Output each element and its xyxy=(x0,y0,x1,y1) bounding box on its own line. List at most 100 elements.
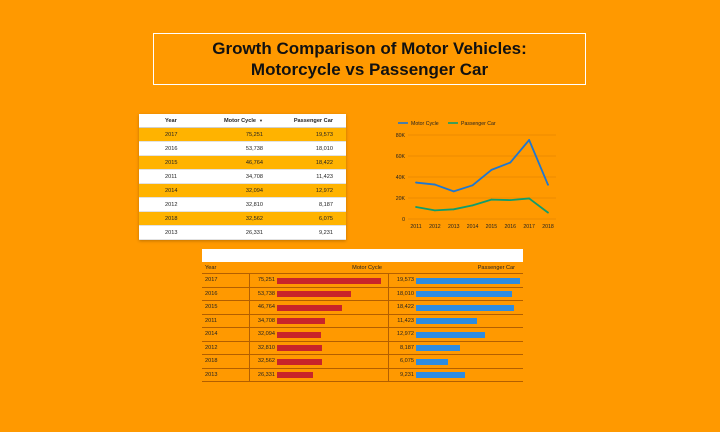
y-tick-label: 80K xyxy=(396,133,406,139)
cell-year: 2012 xyxy=(165,201,178,208)
table-row[interactable]: 2011 34,708 11,423 xyxy=(139,170,346,184)
bar-header-motor-cycle[interactable]: Motor Cycle xyxy=(352,264,382,271)
bar-motor-cycle xyxy=(277,304,342,311)
summary-table: Year Motor Cycle ▼ Passenger Car 2017 75,2… xyxy=(139,114,346,240)
bar-cell-year: 2014 xyxy=(205,331,218,338)
bar-table-row[interactable]: 2013 26,331 9,231 xyxy=(202,368,523,382)
data-point[interactable] xyxy=(528,197,531,200)
bar-value-motor-cycle: 53,738 xyxy=(257,290,275,297)
bar-cell-year: 2011 xyxy=(205,317,218,324)
cell-passenger-car: 12,972 xyxy=(315,187,333,194)
bar-cell-year: 2013 xyxy=(205,371,218,378)
header-passenger-car[interactable]: Passenger Car xyxy=(293,117,333,124)
cell-motor-cycle: 53,738 xyxy=(245,145,263,152)
cell-year: 2013 xyxy=(165,229,178,236)
bar-motor-cycle xyxy=(277,277,381,284)
bar-passenger-car xyxy=(416,318,477,324)
data-point[interactable] xyxy=(547,211,549,214)
cell-passenger-car: 19,573 xyxy=(315,131,333,138)
bar-value-motor-cycle: 32,810 xyxy=(257,344,275,351)
table-row[interactable]: 2018 32,562 6,075 xyxy=(139,212,346,226)
bar-header-year[interactable]: Year xyxy=(205,264,217,271)
bar-table-row[interactable]: 2018 32,562 6,075 xyxy=(202,355,523,369)
legend-label[interactable]: Motor Cycle xyxy=(411,121,439,127)
data-point[interactable] xyxy=(471,204,474,207)
bar-motor-cycle xyxy=(277,372,314,378)
bar-cell-motor-cycle: 34,708 xyxy=(249,314,388,327)
cell-year: 2017 xyxy=(165,131,178,138)
bar-table-toolbar xyxy=(202,249,523,262)
bar-table-row[interactable]: 2015 46,764 18,422 xyxy=(202,301,523,315)
x-tick-label: 2017 xyxy=(523,224,535,230)
data-point[interactable] xyxy=(547,183,549,186)
bar-table-row[interactable]: 2016 53,738 18,010 xyxy=(202,287,523,301)
data-point[interactable] xyxy=(509,199,512,201)
bar-passenger-car xyxy=(416,345,460,351)
cell-year: 2015 xyxy=(165,159,178,166)
bar-value-passenger-car: 6,075 xyxy=(400,358,414,365)
table-row[interactable]: 2013 26,331 9,231 xyxy=(139,226,346,240)
bar-cell-year: 2016 xyxy=(205,290,218,297)
data-point[interactable] xyxy=(528,139,531,141)
data-point[interactable] xyxy=(509,161,512,164)
y-tick-label: 0 xyxy=(402,217,405,223)
table-row[interactable]: 2017 75,251 19,573 xyxy=(139,128,346,142)
x-tick-label: 2012 xyxy=(429,224,441,230)
bar-value-passenger-car: 12,972 xyxy=(396,331,414,338)
data-point[interactable] xyxy=(490,168,493,171)
data-point[interactable] xyxy=(433,183,436,186)
cell-year: 2014 xyxy=(165,187,178,194)
data-point[interactable] xyxy=(433,209,436,212)
bar-value-motor-cycle: 32,562 xyxy=(257,358,275,365)
cell-motor-cycle: 32,094 xyxy=(245,187,263,194)
cell-passenger-car: 11,423 xyxy=(316,173,333,180)
cell-motor-cycle: 32,810 xyxy=(245,201,263,208)
table-row[interactable]: 2012 32,810 8,187 xyxy=(139,198,346,212)
bar-header-passenger-car[interactable]: Passenger Car xyxy=(477,264,515,271)
bar-table-row[interactable]: 2014 32,094 12,972 xyxy=(202,328,523,342)
bar-cell-year: 2015 xyxy=(205,304,218,311)
data-point[interactable] xyxy=(471,184,474,187)
y-tick-label: 60K xyxy=(396,154,406,160)
header-motor-cycle[interactable]: Motor Cycle ▼ xyxy=(224,117,263,124)
table-row[interactable]: 2015 46,764 18,422 xyxy=(139,156,346,170)
cell-motor-cycle: 46,764 xyxy=(245,159,263,166)
table-row[interactable]: 2014 32,094 12,972 xyxy=(139,184,346,198)
data-point[interactable] xyxy=(415,181,417,184)
data-point[interactable] xyxy=(415,206,417,208)
legend-label[interactable]: Passenger Car xyxy=(461,121,496,127)
sort-desc-icon[interactable]: ▼ xyxy=(259,117,263,123)
cell-motor-cycle: 26,331 xyxy=(245,229,263,236)
bar-passenger-car xyxy=(416,358,449,365)
data-point[interactable] xyxy=(490,198,493,201)
header-year[interactable]: Year xyxy=(165,117,177,124)
bar-value-motor-cycle: 34,708 xyxy=(257,317,275,324)
bar-passenger-car xyxy=(416,331,485,338)
series-line-passenger-car[interactable] xyxy=(415,197,549,214)
data-point[interactable] xyxy=(452,208,455,211)
data-point[interactable] xyxy=(452,190,455,193)
title-line-2: Motorcycle vs Passenger Car xyxy=(250,60,489,79)
bar-cell-motor-cycle: 32,094 xyxy=(249,328,388,341)
bar-table-row[interactable]: 2017 75,251 19,573 xyxy=(202,274,523,288)
bar-cell-passenger-car: 9,231 xyxy=(388,368,523,381)
bar-cell-year: 2018 xyxy=(205,358,218,365)
bar-cell-motor-cycle: 32,562 xyxy=(249,355,388,368)
cell-passenger-car: 18,010 xyxy=(315,145,333,152)
title-line-1: Growth Comparison of Motor Vehicles: xyxy=(212,39,527,58)
x-tick-label: 2013 xyxy=(448,224,460,230)
bar-table-row[interactable]: 2011 34,708 11,423 xyxy=(202,314,523,328)
series-line-motor-cycle[interactable] xyxy=(415,139,549,193)
bar-table-row[interactable]: 2012 32,810 8,187 xyxy=(202,341,523,355)
cell-motor-cycle: 32,562 xyxy=(245,215,263,222)
bar-value-motor-cycle: 26,331 xyxy=(257,371,275,378)
table-row[interactable]: 2016 53,738 18,010 xyxy=(139,142,346,156)
x-tick-label: 2016 xyxy=(505,224,517,230)
bar-motor-cycle xyxy=(277,318,325,324)
x-tick-label: 2018 xyxy=(542,224,554,230)
bar-passenger-car xyxy=(416,291,512,297)
table-header: Year Motor Cycle ▼ Passenger Car xyxy=(139,114,346,128)
bar-cell-motor-cycle: 46,764 xyxy=(249,301,388,314)
dashboard-title: Growth Comparison of Motor Vehicles: Mot… xyxy=(153,33,586,85)
bar-table: Year Motor Cycle Passenger Car 2017 75,25… xyxy=(202,249,523,387)
